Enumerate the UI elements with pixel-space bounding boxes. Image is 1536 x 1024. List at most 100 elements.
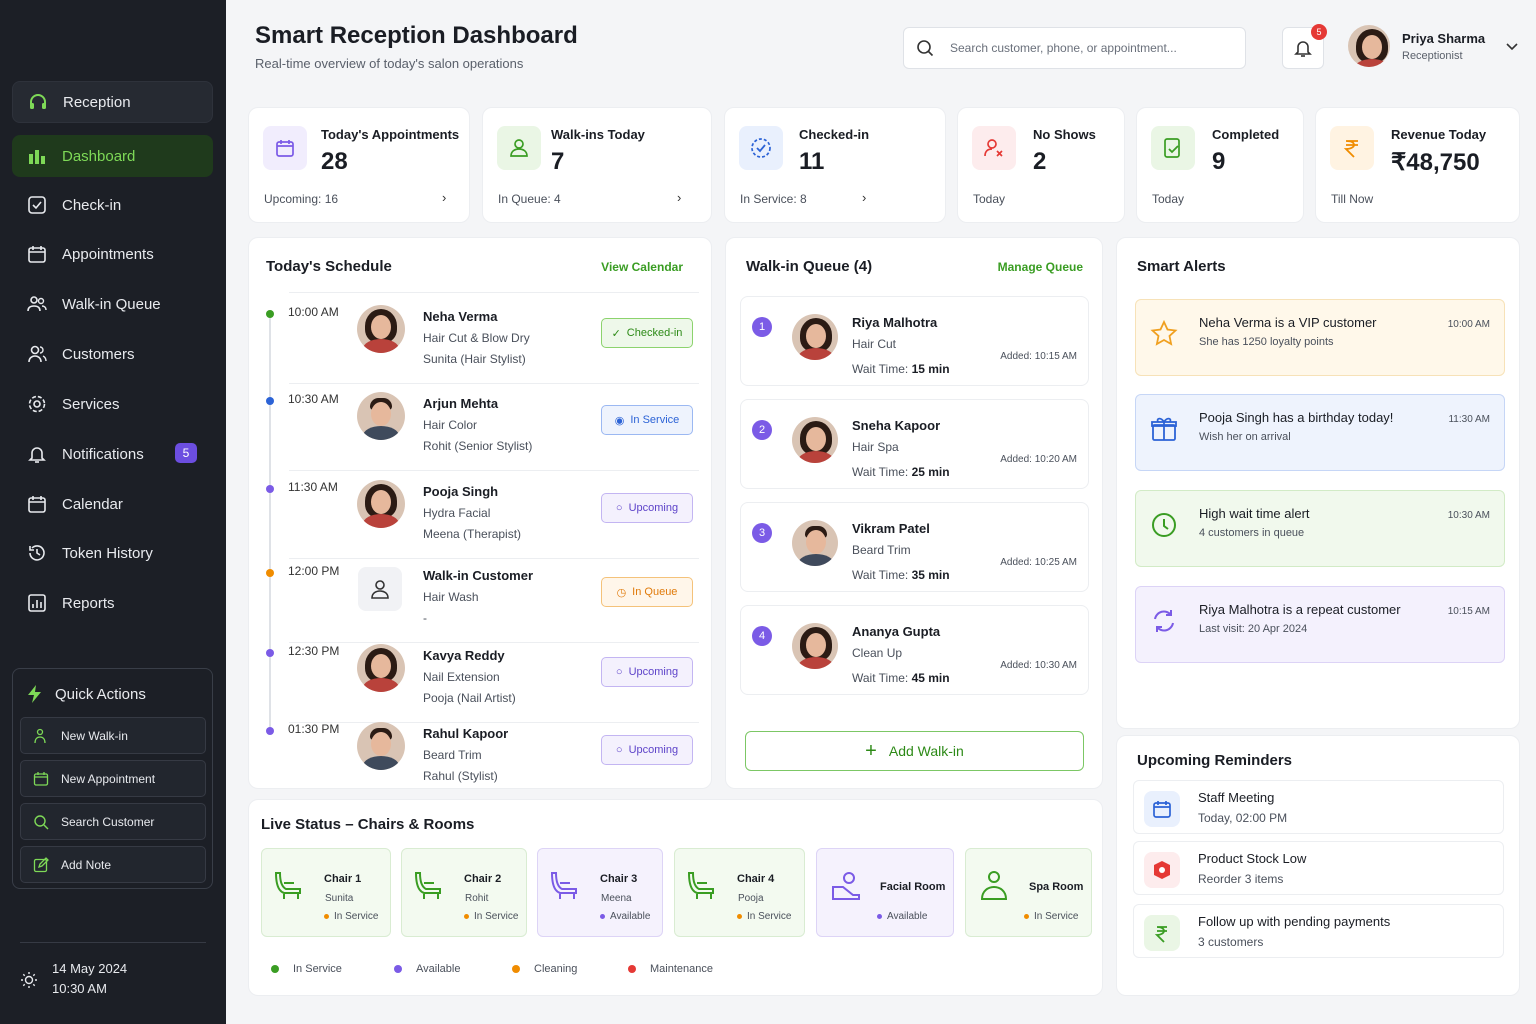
- room-name: Chair 4: [737, 873, 775, 885]
- stat-card-walk-ins-today[interactable]: Walk-ins Today 7 In Queue: 4 ›: [482, 107, 712, 223]
- status-badge[interactable]: ◉ In Service: [601, 405, 693, 435]
- appointment-time: 10:30 AM: [288, 392, 339, 406]
- room-status-card[interactable]: Chair 4 Pooja In Service: [674, 848, 805, 937]
- plus-icon: +: [865, 740, 877, 762]
- rupee-icon: [1144, 915, 1180, 951]
- stat-card-completed[interactable]: Completed 9 Today: [1136, 107, 1304, 223]
- sidebar-item-token-history[interactable]: Token History: [12, 532, 213, 574]
- avatar: [357, 722, 405, 770]
- row-divider: [289, 383, 699, 384]
- queue-item[interactable]: 4 Ananya Gupta Clean Up Wait Time: 45 mi…: [740, 605, 1089, 695]
- customer-name: Neha Verma: [423, 309, 498, 324]
- user-name: Priya Sharma: [1402, 30, 1486, 46]
- chevron-right-icon[interactable]: ›: [862, 190, 867, 205]
- status-badge[interactable]: ○ Upcoming: [601, 735, 693, 765]
- reminder-item[interactable]: Product Stock Low Reorder 3 items: [1133, 841, 1504, 895]
- appointment-time: 11:30 AM: [288, 480, 338, 494]
- notifications-button[interactable]: 5: [1282, 24, 1327, 69]
- reminder-item[interactable]: Follow up with pending payments 3 custom…: [1133, 904, 1504, 958]
- chevron-right-icon[interactable]: ›: [442, 190, 447, 205]
- queue-item[interactable]: 2 Sneha Kapoor Hair Spa Wait Time: 25 mi…: [740, 399, 1089, 489]
- stylist-name: Sunita (Hair Stylist): [423, 352, 526, 366]
- queue-item[interactable]: 1 Riya Malhotra Hair Cut Wait Time: 15 m…: [740, 296, 1089, 386]
- alert-item[interactable]: Riya Malhotra is a repeat customer Last …: [1135, 586, 1505, 663]
- edit-note-icon: [33, 856, 49, 872]
- sidebar-item-services[interactable]: Services: [12, 383, 213, 425]
- room-status: Available: [877, 911, 927, 922]
- view-calendar-link[interactable]: View Calendar: [601, 260, 683, 274]
- alert-subtext: 4 customers in queue: [1199, 527, 1305, 539]
- room-status-card[interactable]: Chair 2 Rohit In Service: [401, 848, 527, 937]
- room-status-card[interactable]: Chair 3 Meena Available: [537, 848, 663, 937]
- add-walk-in-button[interactable]: + Add Walk-in: [745, 731, 1084, 771]
- room-name: Facial Room: [880, 881, 946, 893]
- stat-subtext: In Service: 8: [740, 192, 807, 206]
- status-badge[interactable]: ○ Upcoming: [601, 657, 693, 687]
- bell-icon: [1294, 41, 1312, 57]
- sidebar-item-notifications[interactable]: Notifications 5: [12, 433, 213, 475]
- live-status-panel: Live Status – Chairs & Rooms Chair 1 Sun…: [248, 799, 1103, 996]
- sidebar-item-appointments[interactable]: Appointments: [12, 233, 213, 275]
- alerts-title: Smart Alerts: [1137, 258, 1226, 275]
- new-walk-in-button[interactable]: New Walk-in: [20, 717, 206, 754]
- sidebar-item-dashboard[interactable]: Dashboard: [12, 135, 213, 177]
- room-status-card[interactable]: Facial Room Available: [816, 848, 954, 937]
- room-name: Chair 3: [600, 873, 638, 885]
- timeline-dot: [266, 569, 274, 577]
- customer-name: Pooja Singh: [423, 484, 499, 499]
- history-icon: [26, 542, 48, 564]
- room-status-card[interactable]: Spa Room In Service: [965, 848, 1092, 937]
- stat-card-todays-appointments[interactable]: Today's Appointments 28 Upcoming: 16 ›: [248, 107, 470, 223]
- salon-chair-icon: [550, 872, 577, 899]
- sidebar: Reception Dashboard Check-in Appointment…: [0, 0, 226, 1024]
- search-placeholder: Search customer, phone, or appointment..…: [950, 41, 1177, 55]
- alert-item[interactable]: Pooja Singh has a birthday today! Wish h…: [1135, 394, 1505, 471]
- service-name: Beard Trim: [852, 543, 911, 557]
- room-status: In Service: [464, 911, 518, 922]
- manage-queue-link[interactable]: Manage Queue: [997, 260, 1083, 274]
- sidebar-item-check-in[interactable]: Check-in: [12, 184, 213, 226]
- search-customer-button[interactable]: Search Customer: [20, 803, 206, 840]
- room-status: In Service: [737, 911, 791, 922]
- stat-card-checked-in[interactable]: Checked-in 11 In Service: 8 ›: [724, 107, 946, 223]
- customer-name: Sneha Kapoor: [852, 418, 941, 433]
- stat-card-no-shows[interactable]: No Shows 2 Today: [957, 107, 1125, 223]
- stat-label: Walk-ins Today: [551, 127, 645, 142]
- service-name: Clean Up: [852, 646, 903, 660]
- status-badge[interactable]: ✓ Checked-in: [601, 318, 693, 348]
- sidebar-item-reception[interactable]: Reception: [12, 81, 213, 123]
- search-icon: [34, 814, 49, 829]
- avatar: [357, 480, 405, 528]
- sidebar-item-walk-in-queue[interactable]: Walk-in Queue: [12, 283, 213, 325]
- status-badge[interactable]: ○ Upcoming: [601, 493, 693, 523]
- room-status-card[interactable]: Chair 1 Sunita In Service: [261, 848, 391, 937]
- sidebar-item-reports[interactable]: Reports: [12, 582, 213, 624]
- new-appointment-button[interactable]: New Appointment: [20, 760, 206, 797]
- stat-card-revenue-today[interactable]: Revenue Today ₹48,750 Till Now: [1315, 107, 1520, 223]
- stat-label: Today's Appointments: [321, 127, 460, 142]
- gear-icon: [26, 393, 48, 415]
- timeline-dot: [266, 485, 274, 493]
- alert-item[interactable]: High wait time alert 4 customers in queu…: [1135, 490, 1505, 567]
- stat-label: Revenue Today: [1391, 127, 1487, 142]
- added-time: Added: 10:30 AM: [1000, 660, 1077, 671]
- customer-name: Walk-in Customer: [423, 568, 534, 583]
- status-badge[interactable]: ◷ In Queue: [601, 577, 693, 607]
- quick-actions-title: Quick Actions: [27, 685, 146, 703]
- smart-alerts-panel: Smart Alerts Neha Verma is a VIP custome…: [1116, 237, 1520, 729]
- alert-item[interactable]: Neha Verma is a VIP customer She has 125…: [1135, 299, 1505, 376]
- wait-time: Wait Time: 25 min: [852, 465, 950, 479]
- avatar: [1348, 25, 1390, 67]
- chevron-right-icon[interactable]: ›: [677, 190, 682, 205]
- salon-chair-icon: [687, 872, 714, 899]
- user-profile-menu[interactable]: Priya Sharma Receptionist: [1348, 25, 1519, 67]
- service-name: Hair Cut & Blow Dry: [423, 331, 530, 345]
- add-note-button[interactable]: Add Note: [20, 846, 206, 883]
- sidebar-item-calendar[interactable]: Calendar: [12, 483, 213, 525]
- users-icon: [26, 293, 48, 315]
- reminder-item[interactable]: Staff Meeting Today, 02:00 PM: [1133, 780, 1504, 834]
- service-name: Beard Trim: [423, 748, 482, 762]
- queue-item[interactable]: 3 Vikram Patel Beard Trim Wait Time: 35 …: [740, 502, 1089, 592]
- search-input[interactable]: Search customer, phone, or appointment..…: [903, 27, 1246, 69]
- sidebar-item-customers[interactable]: Customers: [12, 333, 213, 375]
